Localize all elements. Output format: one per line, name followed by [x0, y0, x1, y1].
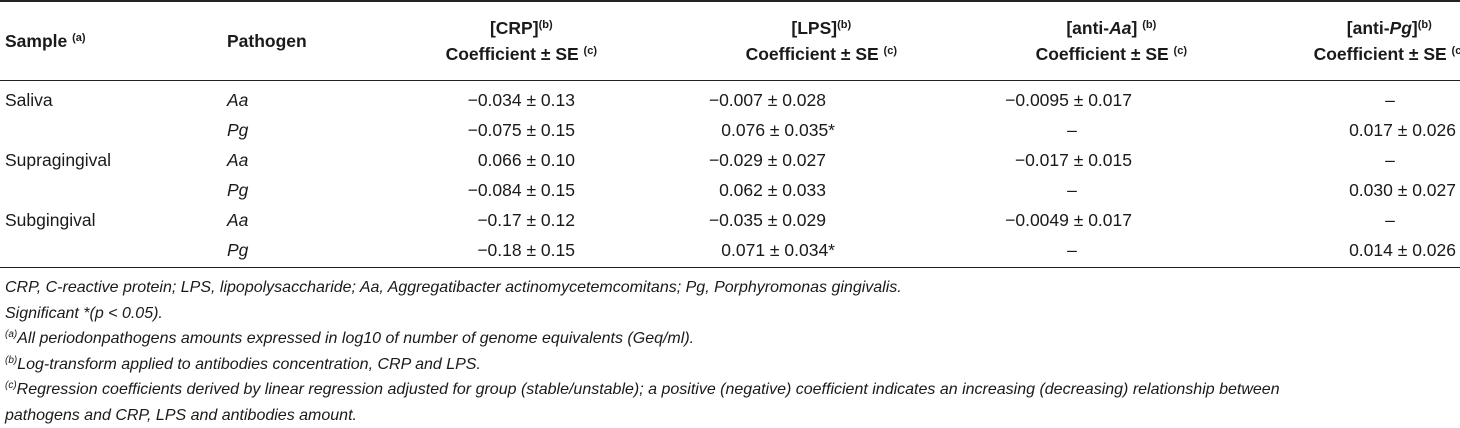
table-row: Pg −0.075 ± 0.15 0.076 ± 0.035* – 0.017 … — [0, 115, 1460, 145]
table-row: Pg −0.084 ± 0.15 0.062 ± 0.033 – 0.030 ±… — [0, 175, 1460, 205]
cell-sample — [0, 235, 227, 268]
cell-anti-aa: – — [1067, 120, 1077, 140]
cell-anti-aa: −0.0095 ± 0.017 — [1005, 90, 1132, 110]
cell-pathogen: Pg — [227, 235, 397, 268]
table-row: Subgingival Aa −0.17 ± 0.12 −0.035 ± 0.0… — [0, 205, 1460, 235]
cell-crp: −0.034 ± 0.13 — [467, 90, 575, 110]
cell-anti-pg: – — [1385, 210, 1395, 230]
cell-crp: 0.066 ± 0.10 — [477, 150, 575, 170]
cell-anti-pg: 0.030 ± 0.027 — [1349, 180, 1456, 200]
cell-lps: −0.035 ± 0.029 — [708, 210, 826, 230]
header-crp: [CRP](b) Coefficient ± SE (c) — [397, 0, 597, 81]
cell-sample: Saliva — [5, 90, 53, 110]
footnote-significance: Significant *(p < 0.05). — [5, 304, 163, 322]
cell-anti-aa: – — [1067, 180, 1077, 200]
cell-crp: −0.084 ± 0.15 — [467, 180, 575, 200]
table-header-row: Sample (a) Pathogen [CRP](b) Coefficient … — [0, 0, 1460, 81]
header-anti-pg: [anti-Pg](b)Coefficient ± SE (c) — [1187, 0, 1460, 81]
cell-sample — [0, 175, 227, 205]
cell-lps: −0.007 ± 0.028 — [708, 90, 826, 110]
header-lps: [LPS](b) Coefficient ± SE (c) — [597, 0, 897, 81]
regression-table: Sample (a) Pathogen [CRP](b) Coefficient … — [0, 0, 1460, 268]
cell-sample: Supragingival — [5, 150, 112, 170]
header-anti-aa: [anti-Aa] (b) Coefficient ± SE (c) — [897, 0, 1187, 81]
cell-lps: −0.029 ± 0.027 — [708, 150, 826, 170]
cell-pathogen: Pg — [227, 120, 249, 140]
header-sample: Sample (a) — [0, 0, 227, 81]
cell-anti-aa: – — [897, 235, 1187, 268]
cell-pathogen: Aa — [227, 210, 249, 230]
cell-anti-pg: – — [1385, 90, 1395, 110]
cell-anti-pg: – — [1385, 150, 1395, 170]
table-footnotes: CRP, C-reactive protein; LPS, lipopolysa… — [5, 275, 1455, 428]
footnote-a: (a)All periodonpathogens amounts express… — [5, 329, 695, 348]
cell-lps: 0.071 ± 0.034* — [597, 235, 897, 268]
header-pathogen: Pathogen — [227, 0, 397, 81]
table-row: Saliva Aa −0.034 ± 0.13 −0.007 ± 0.028 −… — [0, 81, 1460, 116]
cell-anti-aa: −0.017 ± 0.015 — [1014, 150, 1132, 170]
cell-crp: −0.17 ± 0.12 — [477, 210, 575, 230]
cell-crp: −0.075 ± 0.15 — [467, 120, 575, 140]
cell-crp: −0.18 ± 0.15 — [397, 235, 597, 268]
cell-pathogen: Pg — [227, 180, 249, 200]
footnote-c: (c)Regression coefficients derived by li… — [5, 380, 1280, 424]
cell-lps: 0.076 ± 0.035* — [721, 120, 835, 140]
footnote-b: (b)Log-transform applied to antibodies c… — [5, 354, 481, 373]
cell-sample — [0, 115, 227, 145]
cell-anti-pg: 0.017 ± 0.026 — [1349, 120, 1456, 140]
cell-lps: 0.062 ± 0.033 — [719, 180, 826, 200]
table-row: Supragingival Aa 0.066 ± 0.10 −0.029 ± 0… — [0, 145, 1460, 175]
footnote-abbreviations: CRP, C-reactive protein; LPS, lipopolysa… — [5, 279, 902, 296]
cell-pathogen: Aa — [227, 90, 249, 110]
cell-anti-aa: −0.0049 ± 0.017 — [1005, 210, 1132, 230]
cell-sample: Subgingival — [5, 210, 96, 230]
cell-pathogen: Aa — [227, 150, 249, 170]
table-row: Pg −0.18 ± 0.15 0.071 ± 0.034* – 0.014 ±… — [0, 235, 1460, 268]
cell-anti-pg: 0.014 ± 0.026 — [1187, 235, 1460, 268]
